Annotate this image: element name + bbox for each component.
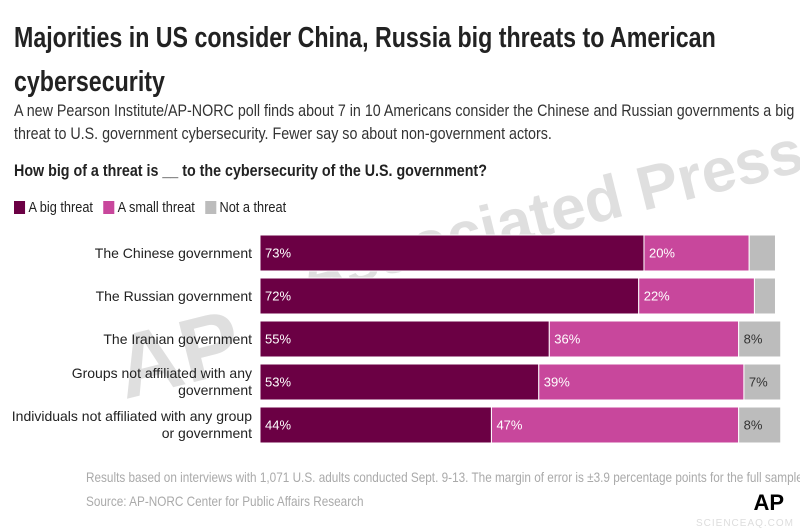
site-watermark: SCIENCEAQ.COM [695,518,794,529]
category-label: The Russian government [95,287,252,304]
bar-segment [638,277,755,315]
question: How big of a threat is __ to the cyberse… [14,161,487,180]
bar-segment [490,406,740,444]
bar-segment [738,320,782,358]
footnote: Results based on interviews with 1,071 U… [86,469,800,485]
value-label: 73% [265,245,291,260]
source: Source: AP-NORC Center for Public Affair… [86,493,364,509]
bar-segment [259,406,492,444]
value-label: 36% [554,331,580,346]
logo: AP [753,490,784,515]
category-label: Individuals not affiliated with any grou… [11,408,252,441]
legend-label: A big threat [28,199,93,216]
value-label: 8% [744,331,763,346]
legend-item: Not a threat [205,199,286,216]
legend: A big threat A small threat Not a threat [14,199,286,216]
bar-segment [753,277,776,315]
bar-segment [738,406,782,444]
bar-segment [259,277,640,315]
bar-segment [538,363,745,401]
category-label: The Iranian government [103,330,252,347]
bar-segment [259,363,540,401]
value-label: 7% [749,374,768,389]
bar-segment [548,320,740,358]
chart-subtitle: A new Pearson Institute/AP-NORC poll fin… [14,101,795,143]
chart-title: Majorities in US consider China, Russia … [14,22,716,98]
value-label: 55% [265,331,291,346]
value-label: 8% [744,417,763,432]
value-label: 72% [265,288,291,303]
bar-segment [743,363,782,401]
legend-swatch [14,201,26,214]
legend-label: A small threat [117,199,195,216]
value-label: 39% [544,374,570,389]
legend-swatch [103,201,115,214]
legend-label: Not a threat [219,199,287,216]
bar-segment [259,234,645,272]
category-label: The Chinese government [94,244,252,261]
value-label: 53% [265,374,291,389]
value-label: 47% [496,417,522,432]
legend-item: A big threat [14,199,93,216]
value-label: 22% [644,288,670,303]
legend-swatch [205,201,217,214]
legend-item: A small threat [103,199,195,216]
bar-segment [748,234,776,272]
bar-segment [259,320,550,358]
category-label: Groups not affiliated with any governmen… [71,365,252,398]
value-label: 44% [265,417,291,432]
value-label: 20% [649,245,675,260]
